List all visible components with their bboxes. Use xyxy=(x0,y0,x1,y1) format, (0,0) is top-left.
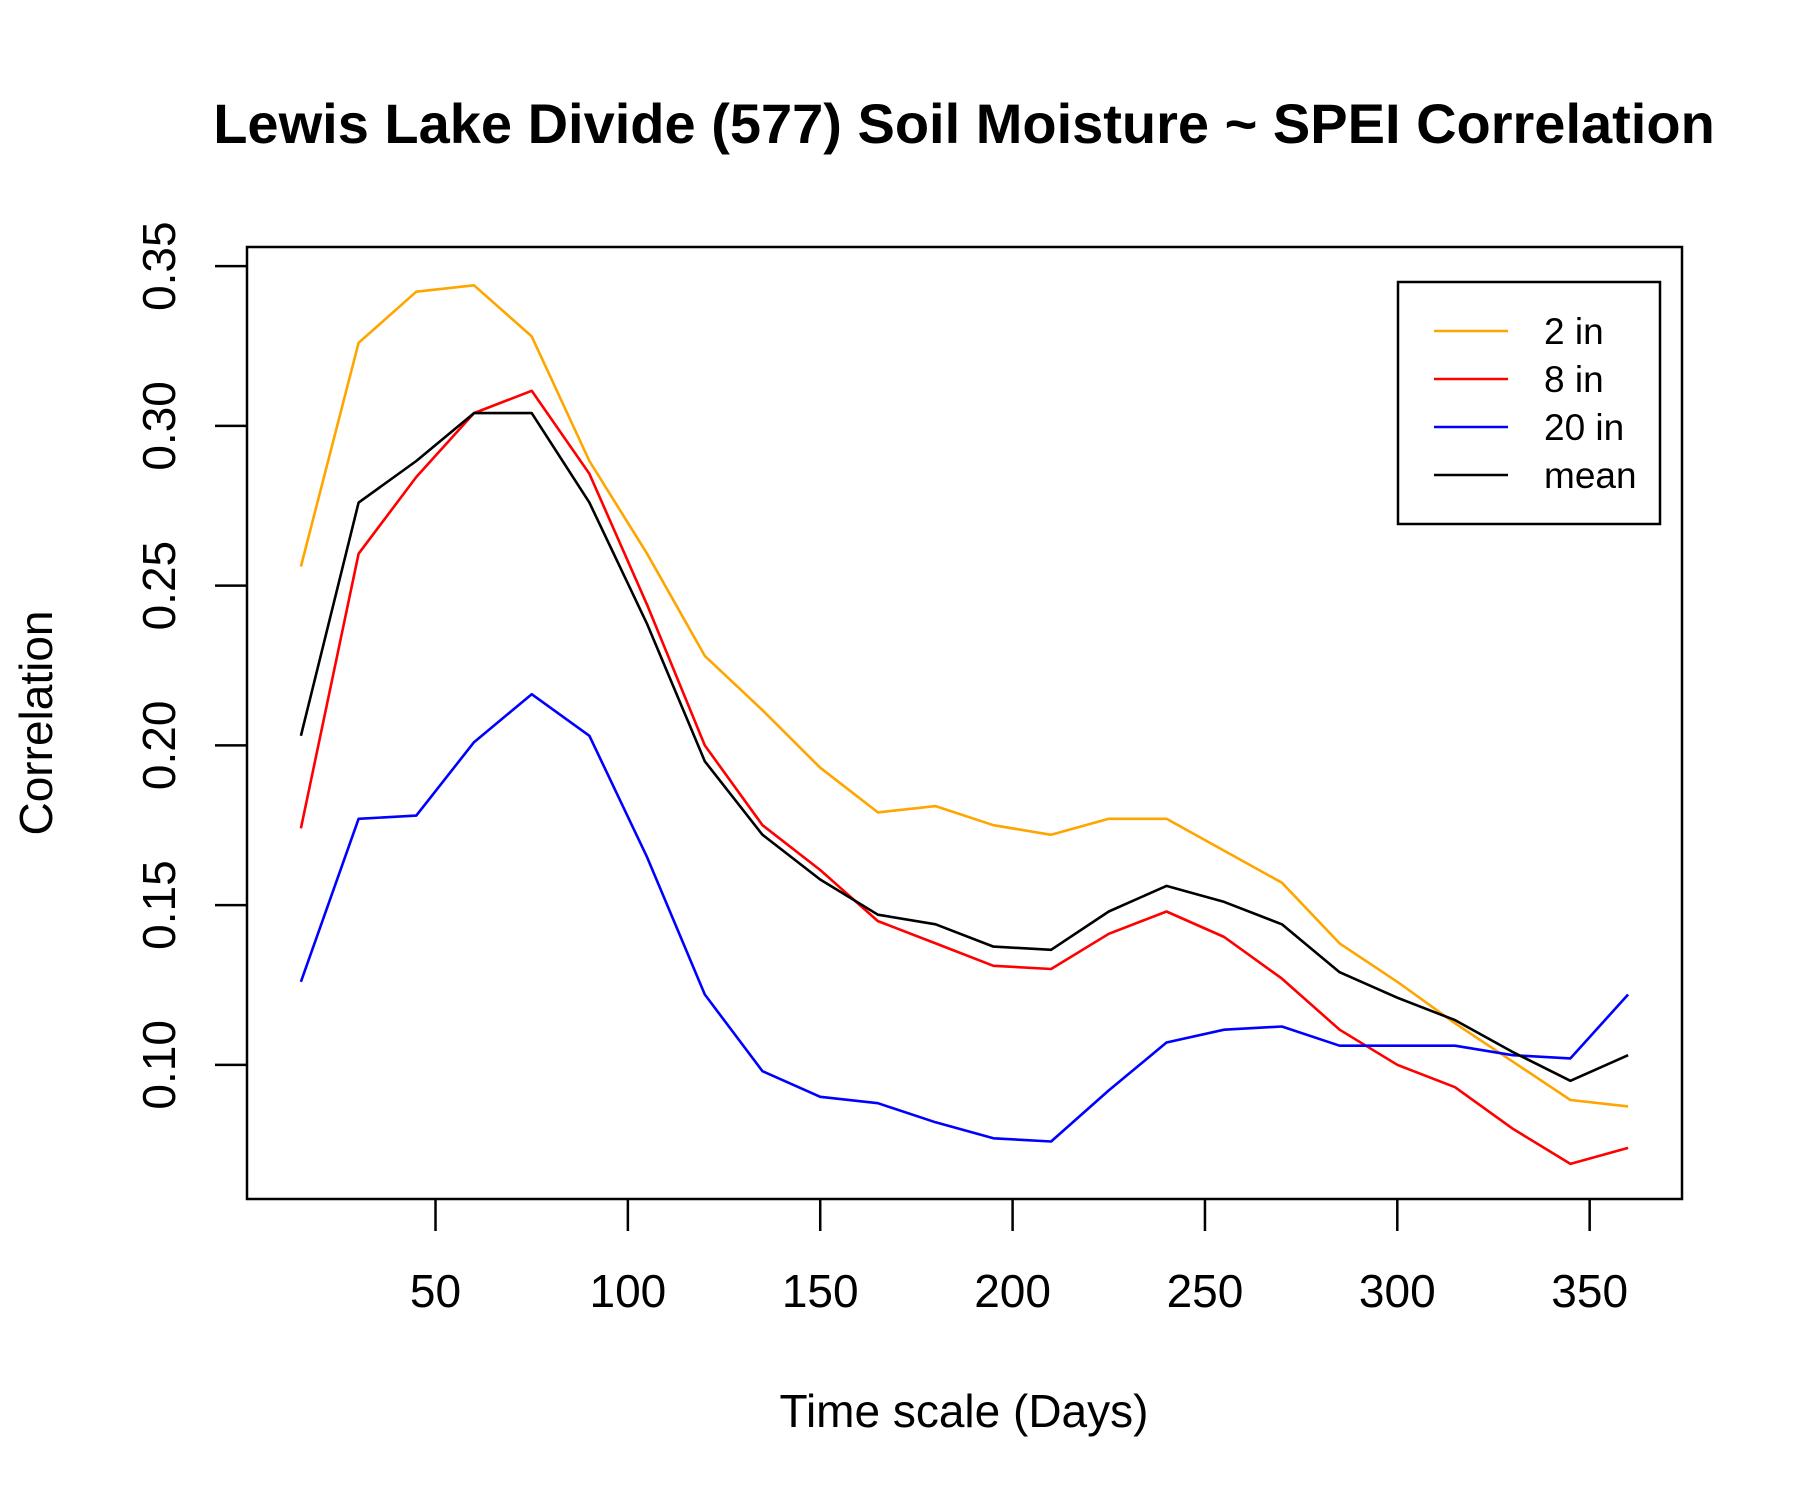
legend-label: 20 in xyxy=(1544,407,1624,448)
legend-box xyxy=(1396,280,1662,526)
series-line-8-in xyxy=(299,389,1629,1166)
chart-title: Lewis Lake Divide (577) Soil Moisture ~ … xyxy=(213,92,1715,155)
y-axis-label: Correlation xyxy=(10,611,62,836)
x-axis-label: Time scale (Days) xyxy=(780,1385,1149,1437)
legend: 2 in 8 in 20 in mean xyxy=(1396,280,1662,526)
legend-label: 8 in xyxy=(1544,359,1604,400)
y-tick-label: 0.35 xyxy=(133,221,185,311)
y-tick-label: 0.30 xyxy=(133,381,185,471)
series-line-2-in xyxy=(299,283,1629,1108)
x-tick-label: 300 xyxy=(1359,1265,1436,1317)
plot-frame xyxy=(245,245,1684,1201)
x-tick-label: 150 xyxy=(782,1265,859,1317)
series-line-mean xyxy=(299,411,1629,1083)
x-axis: 50 100 150 200 250 300 350 xyxy=(410,1199,1628,1317)
x-tick-label: 50 xyxy=(410,1265,461,1317)
legend-label: 2 in xyxy=(1544,311,1604,352)
x-tick-label: 250 xyxy=(1167,1265,1244,1317)
y-axis: 0.10 0.15 0.20 0.25 0.30 0.35 xyxy=(133,221,247,1110)
y-tick-label: 0.15 xyxy=(133,860,185,950)
series-line-20-in xyxy=(299,692,1630,1143)
x-tick-label: 200 xyxy=(974,1265,1051,1317)
y-tick-label: 0.20 xyxy=(133,701,185,791)
x-tick-label: 100 xyxy=(589,1265,666,1317)
legend-label: mean xyxy=(1544,455,1637,496)
series-lines xyxy=(299,283,1630,1166)
x-tick-label: 350 xyxy=(1551,1265,1628,1317)
y-tick-label: 0.10 xyxy=(133,1020,185,1110)
y-tick-label: 0.25 xyxy=(133,541,185,631)
